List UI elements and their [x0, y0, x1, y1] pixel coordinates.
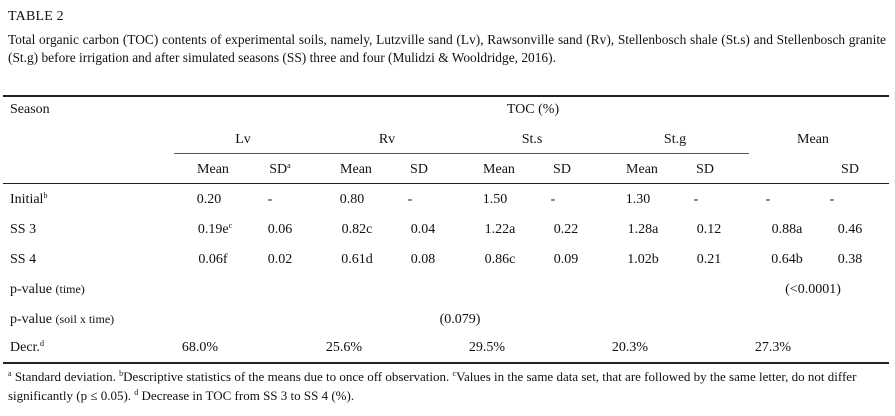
table-cell: 0.21 [696, 252, 722, 267]
pvalue-soil-value: (0.079) [439, 312, 481, 327]
header-mean: Mean [483, 162, 515, 177]
header-sd: SD [696, 162, 714, 177]
table-cell: 0.86c [484, 252, 516, 267]
table-caption: Total organic carbon (TOC) contents of e… [8, 32, 886, 65]
header-soil-mean: Mean [797, 132, 829, 147]
table-cell: 1.22a [484, 222, 516, 237]
table-cell: 0.22 [553, 222, 579, 237]
table-cell: - [267, 192, 273, 207]
table-cell: - [550, 192, 556, 207]
table-cell: 0.12 [696, 222, 722, 237]
table-cell: 0.80 [339, 192, 365, 207]
table-cell: 0.64b [771, 252, 803, 267]
header-mean: Mean [340, 162, 372, 177]
table-cell: 0.20 [196, 192, 222, 207]
soil-underline [174, 153, 749, 154]
decrease-value: 20.3% [611, 340, 649, 355]
table-label: TABLE 2 [8, 9, 64, 24]
pvalue-time-label: p-value (time) [10, 282, 85, 297]
bottom-rule [3, 362, 889, 364]
table-cell: - [407, 192, 413, 207]
table-cell: - [765, 192, 771, 207]
header-season: Season [10, 102, 50, 117]
table-cell: 1.28a [627, 222, 659, 237]
header-sd: SD [553, 162, 571, 177]
header-soil-sts: St.s [521, 132, 543, 147]
header-rule [3, 183, 889, 184]
table-cell: - [693, 192, 699, 207]
row-label-ss3: SS 3 [10, 222, 37, 237]
row-label-ss4: SS 4 [10, 252, 37, 267]
header-sd: SD [841, 162, 859, 177]
table-cell: 1.50 [482, 192, 508, 207]
table-cell: 0.08 [410, 252, 436, 267]
table-cell: 1.30 [625, 192, 651, 207]
header-soil-rv: Rv [378, 132, 396, 147]
header-soil-lv: Lv [235, 132, 251, 147]
decrease-value: 68.0% [181, 340, 219, 355]
decrease-value: 29.5% [468, 340, 506, 355]
table-cell: 1.02b [627, 252, 659, 267]
pvalue-soil-label: p-value (soil x time) [10, 312, 115, 327]
table-cell: 0.61d [341, 252, 373, 267]
table-cell: 0.88a [771, 222, 803, 237]
decrease-value: 27.3% [754, 340, 792, 355]
table-cell: 0.46 [837, 222, 863, 237]
table-cell: 0.09 [553, 252, 579, 267]
table-cell: 0.38 [837, 252, 863, 267]
table-cell: 0.19ec [197, 221, 233, 237]
header-sd: SDa [269, 161, 291, 177]
table-cell: - [829, 192, 835, 207]
header-mean: Mean [626, 162, 658, 177]
table-cell: 0.06 [267, 222, 293, 237]
row-label-initial: Initialb [10, 191, 48, 207]
table-footnotes: a Standard deviation. bDescriptive stati… [8, 369, 857, 403]
pvalue-time-value: (<0.0001) [785, 282, 841, 297]
header-sd: SD [410, 162, 428, 177]
table-cell: 0.82c [341, 222, 373, 237]
table-cell: 0.02 [267, 252, 293, 267]
header-soil-stg: St.g [663, 132, 687, 147]
top-rule [3, 95, 889, 97]
header-mean: Mean [197, 162, 229, 177]
table-cell: 0.04 [410, 222, 436, 237]
decrease-label: Decr.d [10, 339, 44, 355]
decrease-value: 25.6% [325, 340, 363, 355]
header-toc: TOC (%) [506, 102, 560, 117]
table-cell: 0.06f [198, 252, 228, 267]
